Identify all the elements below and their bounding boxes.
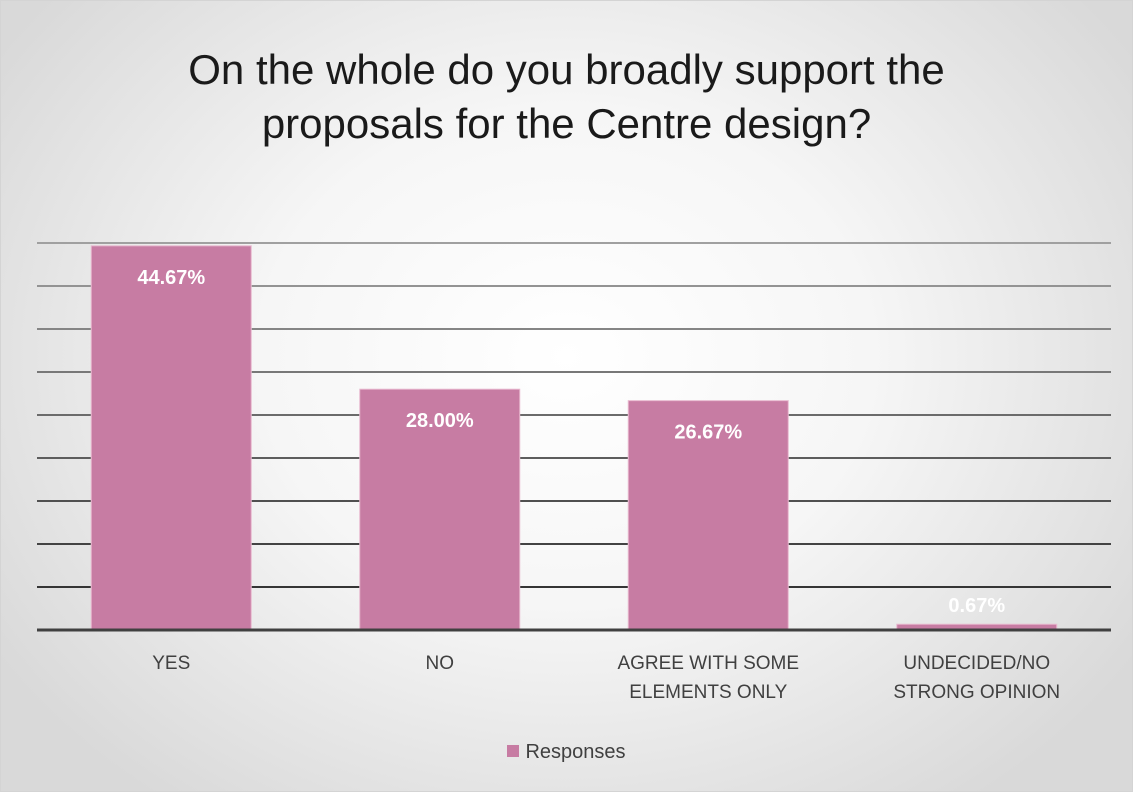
x-tick-label: YES <box>152 653 190 674</box>
legend: Responses <box>1 741 1132 764</box>
data-label: 44.67% <box>137 267 205 289</box>
data-label: 26.67% <box>674 422 742 444</box>
chart-title: On the whole do you broadly support the … <box>188 46 945 147</box>
x-tick-label: NO <box>426 653 455 674</box>
legend-label: Responses <box>525 741 626 763</box>
x-tick-label: ELEMENTS ONLY <box>629 682 787 703</box>
x-tick-label: STRONG OPINION <box>893 682 1060 703</box>
bars <box>90 245 1058 631</box>
x-tick-labels: YES NO AGREE WITH SOME ELEMENTS ONLY UNDECID… <box>152 653 1060 703</box>
data-label: 28.00% <box>406 410 474 432</box>
bar <box>90 245 252 631</box>
bar <box>627 400 789 631</box>
data-label: 0.67% <box>948 595 1005 617</box>
legend-swatch <box>507 745 520 757</box>
bar <box>359 388 521 631</box>
x-tick-label: AGREE WITH SOME <box>617 653 799 674</box>
x-tick-label: UNDECIDED/NO <box>903 653 1050 674</box>
data-labels: 44.67% 28.00% 26.67% 0.67% <box>137 267 1005 617</box>
